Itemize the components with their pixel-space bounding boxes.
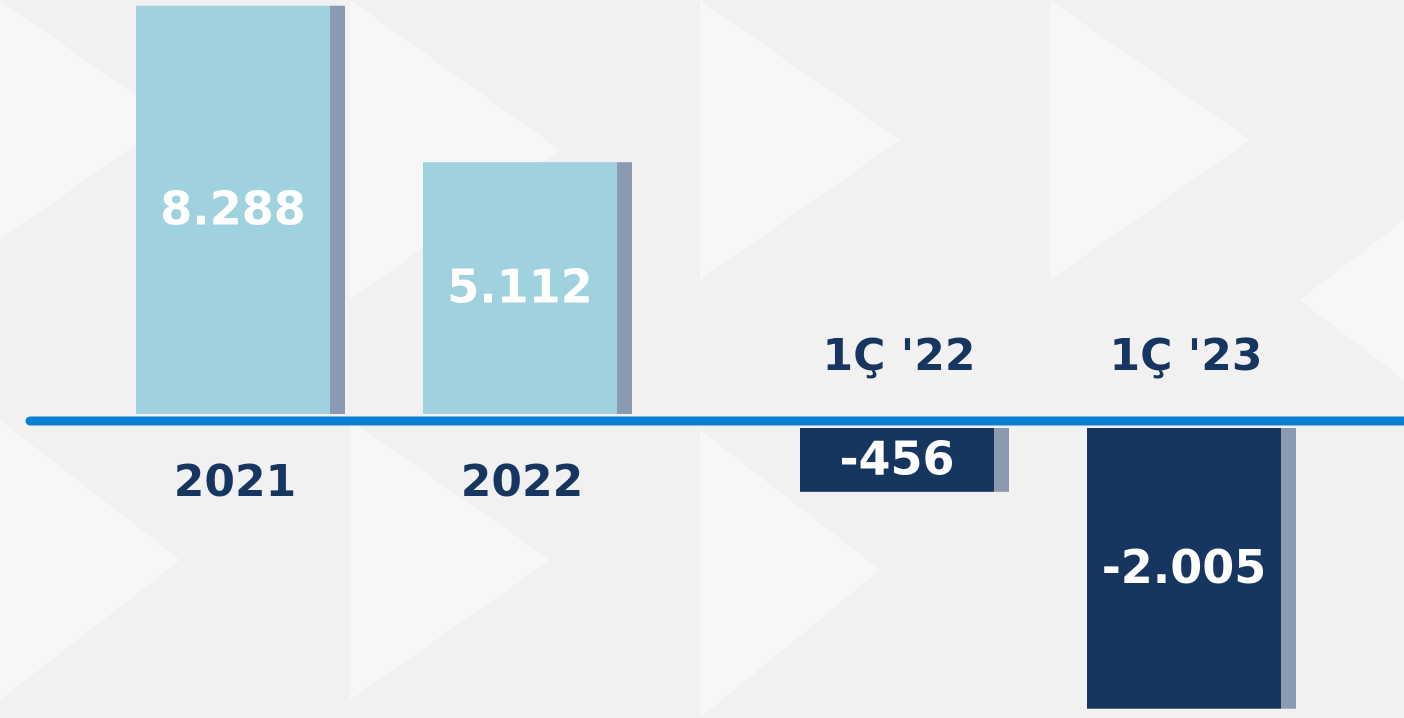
pattern-triangle xyxy=(700,430,880,718)
value-label: 8.288 xyxy=(160,181,306,235)
category-label: 1Ç '23 xyxy=(1110,330,1263,381)
category-label: 2022 xyxy=(461,456,583,507)
bar xyxy=(800,428,994,492)
bar-shadow xyxy=(617,162,632,414)
pattern-triangle xyxy=(0,420,180,700)
pattern-triangle xyxy=(0,0,170,240)
bar xyxy=(423,162,617,414)
bar-shadow xyxy=(994,428,1009,492)
pattern-triangle xyxy=(1050,0,1250,280)
value-label: -456 xyxy=(839,431,954,485)
pattern-triangle xyxy=(350,0,560,300)
category-label: 2021 xyxy=(174,456,296,507)
bar-shadow xyxy=(1281,428,1296,709)
pattern-triangle xyxy=(1300,220,1404,380)
pattern-triangle xyxy=(350,420,550,700)
bar-shadow xyxy=(330,5,345,415)
category-label: 1Ç '22 xyxy=(823,330,976,381)
value-label: -2.005 xyxy=(1102,540,1267,594)
bar xyxy=(1087,428,1281,709)
bar xyxy=(136,5,330,415)
pattern-triangle xyxy=(700,0,900,280)
value-label: 5.112 xyxy=(447,260,593,314)
